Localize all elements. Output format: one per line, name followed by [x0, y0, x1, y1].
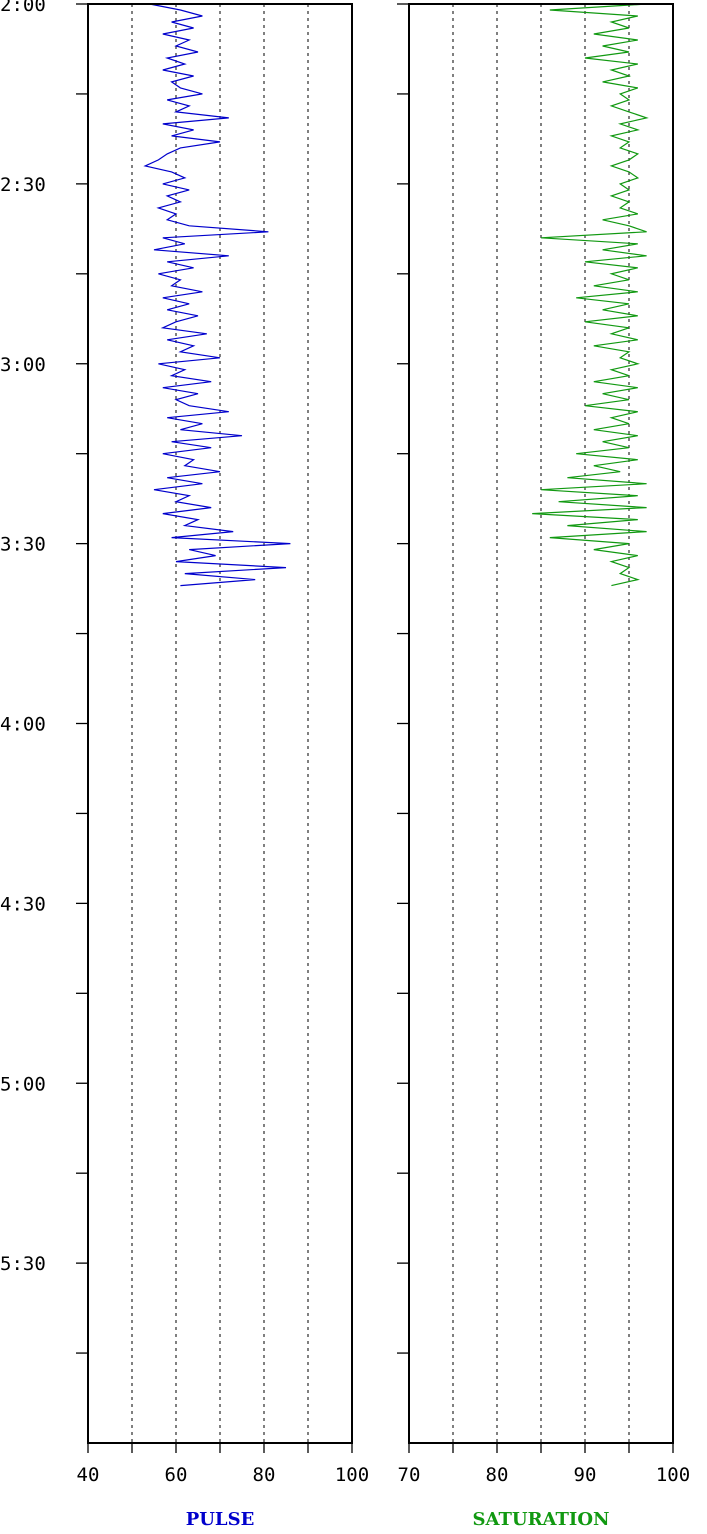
pulse-panel: 40 60 80 100 PULSE [76, 3, 369, 1530]
saturation-series-line [532, 3, 649, 587]
x-tick-label: 80 [486, 1464, 509, 1486]
saturation-plot-frame [408, 3, 674, 1444]
saturation-time-ticks [397, 3, 409, 1354]
time-tick-label: 2:30 [0, 174, 46, 196]
x-tick-label: 40 [77, 1464, 100, 1486]
pulse-x-axis-title: PULSE [186, 1509, 255, 1530]
pulse-gridlines [131, 4, 309, 1443]
saturation-x-axis-title: SATURATION [473, 1509, 610, 1530]
x-tick-label: 80 [253, 1464, 276, 1486]
time-tick-label: 5:30 [0, 1253, 46, 1275]
time-tick-label: 4:30 [0, 893, 46, 915]
x-tick-label: 90 [574, 1464, 597, 1486]
x-tick-label: 100 [335, 1464, 369, 1486]
pulse-x-ticks: 40 60 80 100 [77, 1443, 369, 1486]
pulse-plot-frame [87, 3, 353, 1444]
pulse-time-ticks [76, 3, 88, 1354]
saturation-panel: 70 80 90 100 SATURATION [397, 3, 690, 1530]
time-axis-labels: 2:00 2:30 3:00 3:30 4:00 4:30 5:00 5:30 [0, 0, 46, 1275]
x-tick-label: 60 [165, 1464, 188, 1486]
time-tick-label: 4:00 [0, 714, 46, 736]
pulse-series-line [143, 3, 291, 587]
x-tick-label: 70 [398, 1464, 421, 1486]
time-tick-label: 3:00 [0, 354, 46, 376]
time-tick-label: 2:00 [0, 0, 46, 16]
time-tick-label: 3:30 [0, 534, 46, 556]
x-tick-label: 100 [656, 1464, 690, 1486]
time-tick-label: 5:00 [0, 1073, 46, 1095]
saturation-x-ticks: 70 80 90 100 [398, 1443, 690, 1486]
